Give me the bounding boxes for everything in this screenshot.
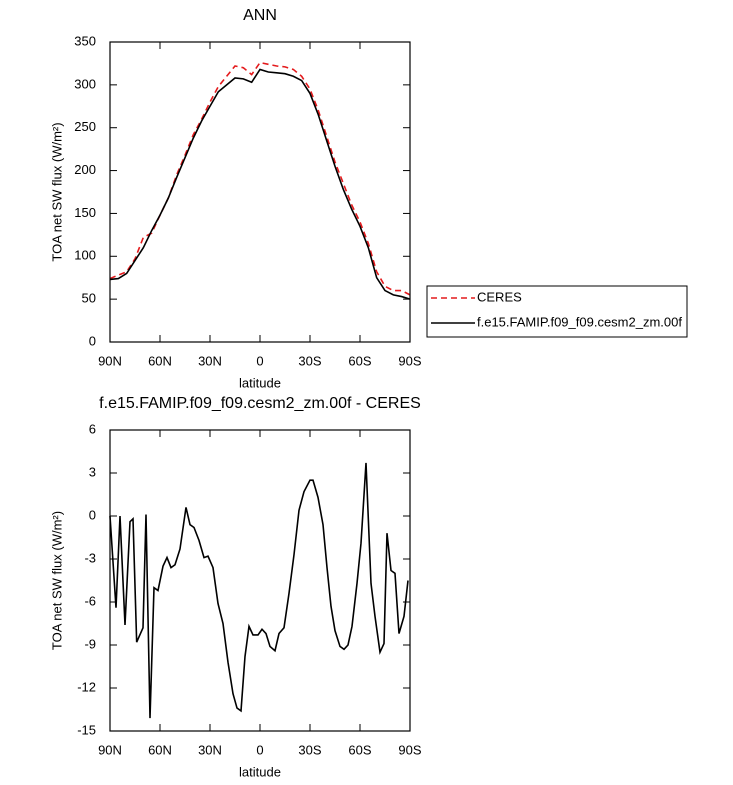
x-tick-label: 30S — [298, 742, 321, 757]
x-tick-label: 60S — [348, 353, 371, 368]
y-tick-label: 150 — [74, 205, 96, 220]
x-tick-label: 90S — [398, 742, 421, 757]
y-tick-label: -6 — [84, 593, 96, 608]
plot-frame — [109, 429, 411, 732]
y-tick-label: -12 — [77, 679, 96, 694]
data-line — [109, 61, 411, 296]
x-tick-label: 0 — [256, 742, 263, 757]
y-axis-label: TOA net SW flux (W/m²) — [49, 122, 64, 261]
chart-title: ANN — [243, 7, 277, 24]
x-tick-label: 90N — [98, 353, 122, 368]
y-tick-label: 6 — [89, 421, 96, 436]
x-tick-label: 30N — [198, 353, 222, 368]
x-tick-label: 60N — [148, 353, 172, 368]
x-tick-label: 0 — [256, 353, 263, 368]
y-tick-label: -3 — [84, 550, 96, 565]
y-tick-label: -15 — [77, 722, 96, 737]
data-line — [109, 462, 409, 719]
x-tick-label: 60N — [148, 742, 172, 757]
plot-frame — [109, 41, 411, 343]
x-tick-label: 30N — [198, 742, 222, 757]
x-tick-label: 30S — [298, 353, 321, 368]
legend-label: CERES — [477, 289, 522, 304]
x-axis-label: latitude — [239, 764, 281, 779]
y-tick-label: -9 — [84, 636, 96, 651]
y-axis-label: TOA net SW flux (W/m²) — [49, 511, 64, 650]
x-tick-label: 90N — [98, 742, 122, 757]
data-line — [109, 68, 411, 300]
y-tick-label: 100 — [74, 248, 96, 263]
chart-title: f.e15.FAMIP.f09_f09.cesm2_zm.00f - CERES — [99, 395, 421, 412]
y-tick-label: 3 — [89, 464, 96, 479]
x-tick-label: 60S — [348, 742, 371, 757]
x-tick-label: 90S — [398, 353, 421, 368]
legend-label: f.e15.FAMIP.f09_f09.cesm2_zm.00f — [477, 314, 682, 329]
y-tick-label: 250 — [74, 119, 96, 134]
y-tick-label: 350 — [74, 33, 96, 48]
x-axis-label: latitude — [239, 375, 281, 390]
y-tick-label: 50 — [82, 291, 96, 306]
y-tick-label: 200 — [74, 162, 96, 177]
y-tick-label: 0 — [89, 333, 96, 348]
legend-box — [426, 285, 688, 338]
y-tick-label: 0 — [89, 507, 96, 522]
y-tick-label: 300 — [74, 76, 96, 91]
